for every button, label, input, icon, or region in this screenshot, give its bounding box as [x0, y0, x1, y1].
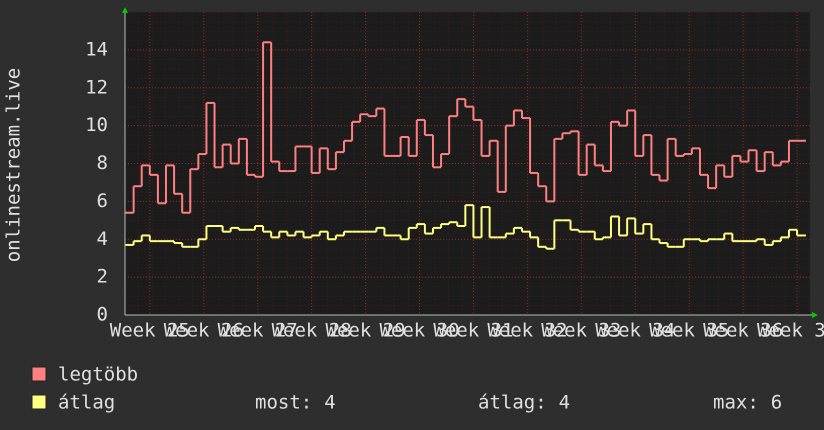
y-tick-label: 12 [85, 76, 108, 98]
stat-label: max: [713, 392, 759, 414]
y-arrow [122, 7, 128, 13]
y-axis-label: onlinestream.live [3, 68, 25, 262]
x-tick-label: Week 36 [703, 320, 783, 342]
stat-label: átlag: [478, 392, 547, 414]
x-tick-label: Week 37 [757, 320, 824, 342]
legend-swatch [31, 366, 47, 382]
y-tick-label: 14 [85, 38, 108, 60]
y-tick-label: 6 [97, 190, 108, 212]
stat-value: 4 [559, 392, 570, 414]
y-tick-label: 8 [97, 152, 108, 174]
x-tick-label: Week 28 [272, 320, 352, 342]
legend-label: átlag [58, 392, 115, 414]
y-tick-label: 2 [97, 266, 108, 288]
x-tick-label: Week 27 [218, 320, 298, 342]
x-tick-label: Week 26 [164, 320, 244, 342]
x-tick-label: Week 29 [326, 320, 406, 342]
x-tick-label: Week 35 [649, 320, 729, 342]
y-tick-label: 0 [97, 304, 108, 326]
legend-swatch [31, 394, 47, 410]
stat-label: most: [255, 392, 312, 414]
x-tick-label: Week 25 [110, 320, 190, 342]
y-tick-label: 10 [85, 114, 108, 136]
stat-value: 6 [771, 392, 782, 414]
x-tick-label: Week 33 [541, 320, 621, 342]
x-tick-label: Week 31 [433, 320, 513, 342]
grid [125, 12, 810, 316]
y-tick-label: 4 [97, 228, 108, 250]
x-tick-label: Week 34 [595, 320, 675, 342]
series-lines [125, 41, 806, 250]
x-tick-label: Week 30 [379, 320, 459, 342]
x-tick-label: Week 32 [487, 320, 567, 342]
stat-value: 4 [324, 392, 335, 414]
step-connector [132, 42, 790, 213]
x-arrow [812, 312, 818, 318]
legend-label: legtöbb [58, 364, 138, 386]
